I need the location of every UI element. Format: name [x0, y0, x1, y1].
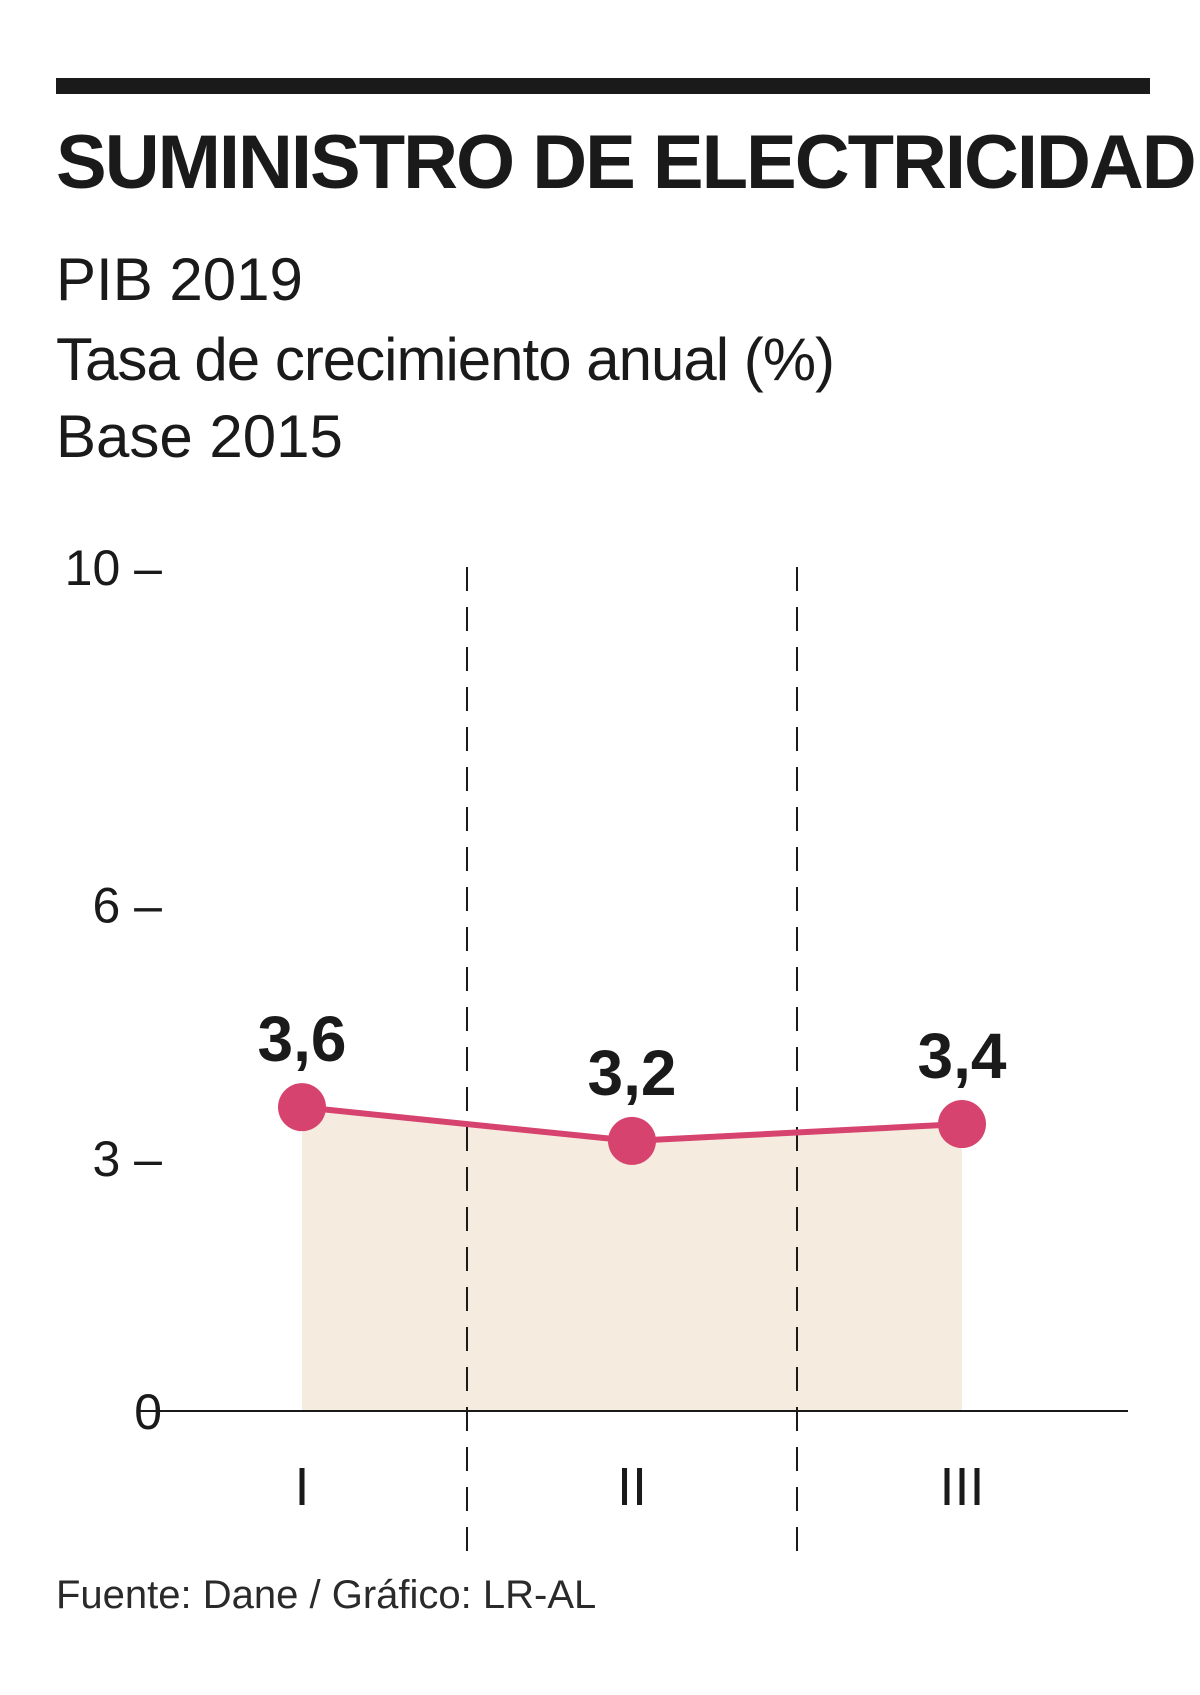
data-point-II	[608, 1116, 656, 1165]
x-category-label: III	[939, 1457, 984, 1517]
data-label-II: 3,2	[588, 1037, 677, 1109]
x-category-label: I	[294, 1457, 309, 1517]
y-tick-label: 3 –	[92, 1131, 162, 1187]
data-label-I: 3,6	[258, 1003, 347, 1075]
y-tick-label: 6 –	[92, 878, 162, 934]
chart-subtitle: PIB 2019	[56, 246, 303, 313]
source-note: Fuente: Dane / Gráfico: LR-AL	[56, 1573, 597, 1617]
x-category-label: II	[617, 1457, 647, 1517]
data-label-III: 3,4	[918, 1020, 1007, 1092]
data-point-I	[278, 1083, 326, 1132]
chart-base-year: Base 2015	[56, 403, 343, 470]
top-rule	[56, 78, 1150, 94]
y-tick-label: 0	[134, 1384, 162, 1440]
chart-title: SUMINISTRO DE ELECTRICIDAD	[56, 120, 1197, 205]
chart-description: Tasa de crecimiento anual (%)	[56, 326, 835, 393]
data-point-III	[938, 1100, 986, 1149]
y-tick-label: 10 –	[65, 540, 163, 596]
